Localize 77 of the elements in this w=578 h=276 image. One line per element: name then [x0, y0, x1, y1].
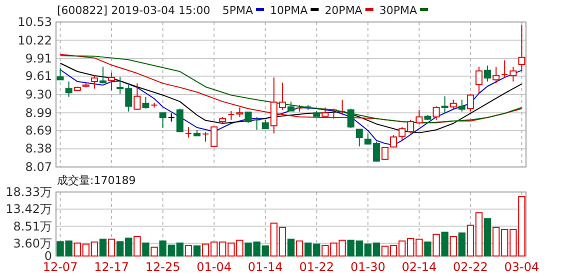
x-tick-label: 12-17: [94, 260, 129, 274]
bar: [287, 238, 295, 256]
candlestick: [134, 82, 141, 110]
x-tick-label: 01-14: [248, 260, 283, 274]
chart-title: 成交量:170189: [57, 174, 136, 187]
candlestick: [244, 112, 252, 124]
y-tick-label: 9.61: [25, 69, 52, 84]
bar: [458, 232, 466, 256]
bar: [134, 236, 141, 256]
y-tick-label: 13.42万: [6, 202, 52, 216]
x-tick-label: 01-30: [350, 260, 386, 274]
x-tick-label: 02-22: [453, 260, 488, 274]
legend-label: 30PMA: [379, 4, 418, 17]
y-tick-label: 10.22: [18, 33, 52, 48]
candlestick: [338, 99, 346, 114]
x-tick-label: 12-25: [145, 260, 180, 274]
candlestick: [65, 81, 72, 98]
candlestick: [356, 128, 363, 147]
y-tick-label: 0: [44, 249, 52, 263]
bar: [484, 218, 492, 256]
y-tick-label: 8.51万: [13, 219, 52, 234]
candlestick: [108, 72, 116, 91]
bar: [441, 232, 448, 256]
bar: [142, 242, 150, 256]
candlestick: [441, 96, 448, 114]
candlestick: [159, 112, 166, 129]
y-tick-label: 10.53: [18, 15, 52, 29]
candlestick: [236, 106, 244, 118]
candlestick: [253, 116, 260, 130]
candlestick: [432, 106, 440, 120]
bar: [424, 242, 432, 256]
line-series: [60, 69, 522, 146]
candlestick: [510, 66, 517, 82]
bar: [150, 246, 158, 256]
candlestick: [330, 108, 338, 120]
bar: [99, 238, 107, 256]
candlestick: [176, 108, 184, 132]
x-tick-label: 01-04: [196, 260, 232, 274]
candlestick: [228, 110, 235, 120]
bar: [432, 234, 440, 256]
candlestick: [484, 65, 492, 82]
candlestick: [202, 132, 210, 142]
candlestick: [501, 60, 508, 78]
y-tick-label: 8.69: [25, 123, 52, 138]
y-tick-label: 18.33万: [6, 185, 52, 199]
bar: [193, 245, 201, 256]
candlestick: [100, 66, 106, 84]
candlestick: [492, 66, 500, 84]
chart-title: [600822] 2019-03-04 15:00: [57, 4, 210, 17]
x-tick-label: 03-04: [504, 260, 540, 274]
x-tick-label: 01-22: [299, 260, 334, 274]
candlestick: [56, 67, 64, 80]
y-tick-label: 8.07: [25, 160, 52, 174]
legend-label: 20PMA: [324, 4, 363, 17]
y-tick-label: 8.99: [25, 106, 52, 120]
bar: [296, 240, 304, 256]
legend-label: 5PMA: [222, 4, 254, 17]
y-tick-label: 8.38: [25, 142, 52, 156]
candlestick: [458, 99, 466, 112]
candlestick: [466, 93, 474, 112]
bar: [450, 236, 457, 256]
legend-label: 10PMA: [270, 4, 308, 17]
candlestick: [450, 99, 457, 110]
x-tick-label: 12-07: [42, 260, 78, 274]
y-tick-label: 9.91: [25, 52, 52, 66]
y-tick-label: 9.30: [25, 88, 52, 102]
candlestick: [184, 126, 192, 138]
bar: [184, 245, 192, 256]
candlestick: [288, 101, 294, 112]
candlestick: [347, 108, 354, 129]
bar: [108, 238, 116, 256]
candlestick: [210, 126, 218, 147]
x-tick-label: 02-14: [402, 260, 437, 274]
y-tick-label: 3.60万: [13, 236, 52, 250]
candlestick: [476, 66, 482, 94]
candlestick: [142, 96, 150, 110]
candlestick: [90, 74, 98, 90]
